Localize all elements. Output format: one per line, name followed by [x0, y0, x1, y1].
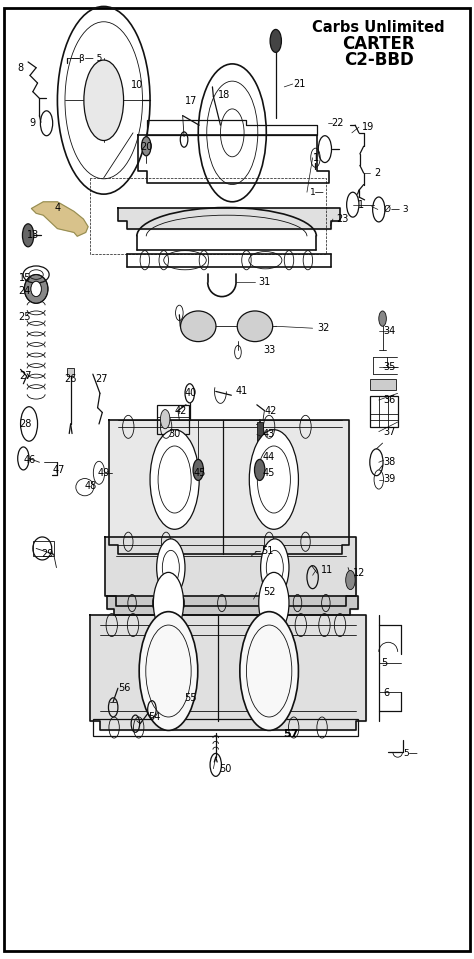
- Circle shape: [150, 430, 199, 529]
- Text: Carbs Unlimited: Carbs Unlimited: [312, 20, 445, 35]
- Text: 6: 6: [383, 688, 390, 698]
- Bar: [93, 719, 357, 737]
- Text: 20: 20: [140, 142, 153, 152]
- Text: 49: 49: [98, 468, 110, 478]
- Text: 45: 45: [193, 468, 206, 478]
- Text: 27: 27: [19, 371, 32, 381]
- Text: 17: 17: [185, 96, 197, 106]
- Circle shape: [139, 612, 198, 731]
- Text: 54: 54: [148, 712, 161, 722]
- Text: 32: 32: [318, 323, 330, 333]
- Circle shape: [160, 409, 170, 429]
- Bar: [33, 541, 54, 556]
- Text: 41: 41: [236, 386, 248, 396]
- Text: 2: 2: [374, 168, 380, 178]
- Text: 57: 57: [283, 729, 299, 739]
- Text: 22: 22: [331, 118, 344, 129]
- Circle shape: [261, 539, 289, 596]
- Ellipse shape: [181, 311, 216, 341]
- Text: 11: 11: [321, 565, 333, 574]
- Text: 21: 21: [294, 79, 306, 89]
- Text: 45: 45: [263, 468, 275, 478]
- Polygon shape: [109, 420, 349, 554]
- Text: CARTER: CARTER: [343, 35, 415, 53]
- Text: 12: 12: [353, 569, 365, 578]
- Circle shape: [270, 30, 282, 53]
- Circle shape: [255, 459, 265, 480]
- Bar: [257, 422, 263, 451]
- Polygon shape: [31, 201, 88, 236]
- Text: 39: 39: [383, 475, 396, 484]
- Text: 18: 18: [218, 89, 230, 100]
- Text: 29: 29: [41, 550, 53, 559]
- Text: 1—: 1—: [310, 188, 325, 197]
- Ellipse shape: [24, 274, 48, 303]
- Text: 37: 37: [383, 427, 396, 436]
- Text: 23: 23: [336, 214, 348, 224]
- Polygon shape: [107, 596, 357, 616]
- Text: 44: 44: [263, 452, 275, 461]
- Text: 56: 56: [118, 683, 130, 693]
- Text: Ø— 3: Ø— 3: [383, 205, 408, 214]
- Polygon shape: [90, 616, 365, 731]
- Text: 5: 5: [381, 659, 387, 668]
- Circle shape: [346, 571, 355, 590]
- Circle shape: [259, 573, 289, 634]
- Text: 9: 9: [29, 118, 35, 129]
- Text: 48: 48: [85, 481, 97, 491]
- Text: 26: 26: [64, 374, 77, 384]
- Text: 50: 50: [219, 763, 231, 774]
- Text: 5—: 5—: [403, 749, 418, 758]
- Text: 36: 36: [383, 395, 396, 405]
- Text: 46: 46: [23, 456, 36, 465]
- Text: 42: 42: [264, 406, 277, 415]
- Circle shape: [379, 311, 386, 326]
- Text: 40: 40: [185, 388, 197, 398]
- Text: 34: 34: [383, 326, 396, 336]
- Text: 24: 24: [18, 286, 31, 295]
- Circle shape: [193, 459, 203, 480]
- Text: 1: 1: [313, 152, 319, 163]
- Text: 15: 15: [18, 273, 31, 284]
- Circle shape: [154, 573, 183, 634]
- Circle shape: [142, 137, 151, 155]
- Text: 27: 27: [95, 374, 108, 384]
- Text: 35: 35: [383, 362, 396, 371]
- Text: 52: 52: [264, 588, 276, 597]
- Text: 25: 25: [18, 312, 31, 321]
- Text: 33: 33: [263, 345, 275, 355]
- Ellipse shape: [31, 281, 41, 296]
- Text: 43: 43: [263, 430, 275, 439]
- Circle shape: [249, 430, 299, 529]
- Text: 55: 55: [184, 692, 197, 703]
- Ellipse shape: [237, 311, 273, 341]
- Bar: [67, 368, 74, 376]
- Polygon shape: [105, 537, 356, 606]
- Bar: [370, 396, 398, 427]
- Bar: [156, 405, 189, 433]
- Bar: [370, 379, 396, 390]
- Text: 38: 38: [383, 457, 396, 467]
- Text: 13: 13: [27, 230, 39, 241]
- Text: 4: 4: [55, 203, 61, 214]
- Text: 51: 51: [262, 547, 274, 556]
- Circle shape: [84, 60, 124, 141]
- Text: C2-BBD: C2-BBD: [344, 51, 414, 69]
- Text: 19: 19: [362, 122, 374, 132]
- Text: 31: 31: [258, 277, 271, 288]
- Polygon shape: [118, 207, 340, 228]
- Circle shape: [22, 223, 34, 246]
- Text: β— 5: β— 5: [79, 54, 102, 62]
- Text: 42: 42: [174, 406, 187, 415]
- Circle shape: [240, 612, 299, 731]
- Text: 10: 10: [131, 80, 143, 90]
- Text: 47: 47: [53, 465, 65, 475]
- Text: 8: 8: [17, 62, 23, 73]
- Text: 1: 1: [357, 199, 364, 210]
- Circle shape: [156, 539, 185, 596]
- Text: 28: 28: [19, 419, 32, 429]
- Text: 30: 30: [168, 429, 181, 438]
